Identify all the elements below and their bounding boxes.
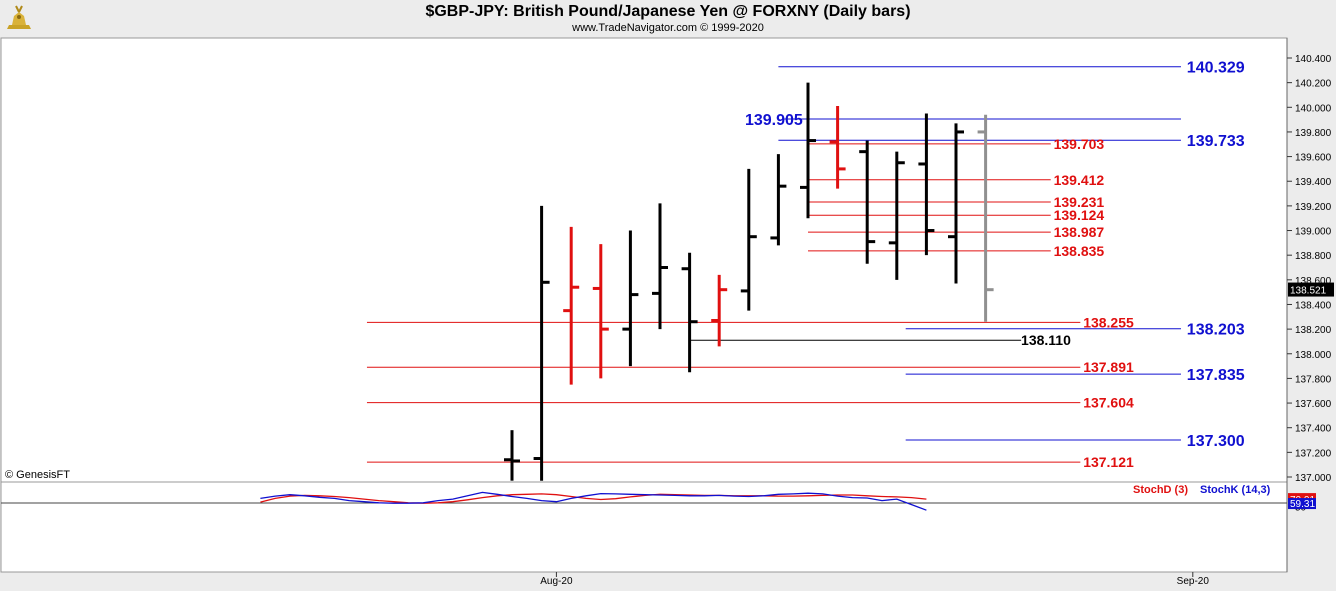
level-label-139.703: 139.703 <box>1054 136 1105 152</box>
ohlc-bar <box>977 114 994 322</box>
y-tick-label: 139.800 <box>1295 128 1332 139</box>
ohlc-bar <box>829 106 846 189</box>
y-tick-label: 137.200 <box>1295 448 1332 459</box>
level-label-137.300: 137.300 <box>1187 433 1245 450</box>
ohlc-bar <box>652 203 668 330</box>
ohlc-bar <box>563 226 580 385</box>
stochastic-panel <box>0 481 1288 573</box>
stoch-series-line-1 <box>260 491 927 511</box>
y-tick-label: 139.200 <box>1295 202 1332 213</box>
chart-header: $GBP-JPY: British Pound/Japanese Yen @ F… <box>0 0 1336 38</box>
ohlc-bar <box>948 123 964 284</box>
y-tick-label: 137.000 <box>1295 473 1332 484</box>
y-tick-label: 138.200 <box>1295 325 1332 336</box>
level-label-138.987: 138.987 <box>1054 224 1105 240</box>
level-label-139.412: 139.412 <box>1054 172 1105 188</box>
y-tick-label: 138.400 <box>1295 300 1332 311</box>
y-tick-label: 140.200 <box>1295 79 1332 90</box>
ohlc-bar <box>918 113 935 256</box>
legend-entry: StochK (14,3) <box>1200 484 1271 496</box>
y-tick-label: 137.400 <box>1295 424 1332 435</box>
page-title: $GBP-JPY: British Pound/Japanese Yen @ F… <box>425 3 911 20</box>
x-tick-label: Aug-20 <box>540 576 573 587</box>
x-tick-label: Sep-20 <box>1177 576 1210 587</box>
level-label-137.121: 137.121 <box>1083 454 1134 470</box>
level-label-139.733: 139.733 <box>1187 133 1245 150</box>
y-tick-label: 138.000 <box>1295 350 1332 361</box>
level-label-138.835: 138.835 <box>1054 243 1105 259</box>
level-label-139.905: 139.905 <box>745 112 803 129</box>
y-tick-label: 137.800 <box>1295 374 1332 385</box>
ohlc-bar <box>504 430 520 481</box>
ohlc-bar <box>622 230 639 367</box>
stoch-series-line-0 <box>260 493 927 504</box>
ohlc-bar <box>888 151 905 280</box>
y-tick-label: 138.600 <box>1295 276 1332 287</box>
last-price-label: 138.521 <box>1290 286 1327 297</box>
level-label-138.110: 138.110 <box>1021 332 1071 348</box>
y-tick-label: 139.000 <box>1295 227 1332 238</box>
last-price-box <box>1288 282 1334 297</box>
level-label-139.231: 139.231 <box>1054 194 1105 210</box>
y-tick-label: 139.400 <box>1295 177 1332 188</box>
price-panel <box>0 37 1288 483</box>
level-label-137.835: 137.835 <box>1187 367 1245 384</box>
level-label-139.124: 139.124 <box>1054 207 1105 223</box>
golden-bull-logo-icon <box>7 5 31 29</box>
y-tick-label: 138.800 <box>1295 251 1332 262</box>
stochk-value-box <box>1288 498 1316 510</box>
ohlc-bar <box>740 168 757 311</box>
ohlc-bar <box>770 154 787 246</box>
legend-entry: StochD (3) <box>1133 484 1188 496</box>
stochk-value: 59.31 <box>1290 499 1315 510</box>
y-tick-label: 139.600 <box>1295 153 1332 164</box>
level-label-138.203: 138.203 <box>1187 322 1245 339</box>
watermark-text: © GenesisFT <box>5 469 70 481</box>
y-tick-label: 137.600 <box>1295 399 1332 410</box>
level-label-137.604: 137.604 <box>1083 395 1134 411</box>
ohlc-bar <box>681 252 698 373</box>
ohlc-bar <box>859 140 876 264</box>
ohlc-bar <box>592 244 609 379</box>
ohlc-bar <box>533 205 550 481</box>
ohlc-bar <box>800 82 816 219</box>
level-label-138.255: 138.255 <box>1083 314 1134 330</box>
y-tick-label: 140.000 <box>1295 103 1332 114</box>
y-tick-label: 140.400 <box>1295 54 1332 65</box>
price-axis <box>1287 38 1335 572</box>
page-subtitle: www.TradeNavigator.com © 1999-2020 <box>572 22 764 34</box>
level-label-140.329: 140.329 <box>1187 60 1245 77</box>
ohlc-bar <box>711 274 728 347</box>
level-label-137.891: 137.891 <box>1083 359 1134 375</box>
